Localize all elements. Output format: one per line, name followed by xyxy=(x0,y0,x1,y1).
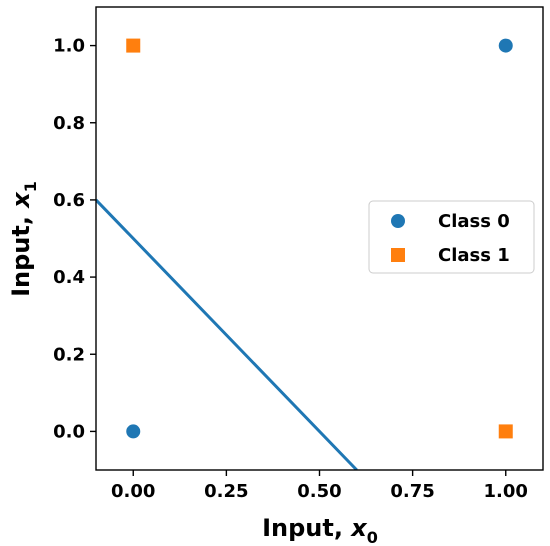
x-axis-label: Input, x0 xyxy=(262,514,378,546)
legend-marker xyxy=(391,248,405,262)
x-axis-label-text: Input, xyxy=(262,514,351,542)
legend-marker xyxy=(391,214,405,228)
point-class-1 xyxy=(126,38,141,53)
x-axis-label-var: x xyxy=(350,514,368,542)
x-tick-label: 0.75 xyxy=(390,481,434,502)
y-axis-label-text: Input, xyxy=(7,208,35,297)
y-axis-label: Input, x1 xyxy=(7,181,40,297)
point-class-1 xyxy=(498,424,513,439)
x-tick-label: 0.00 xyxy=(111,481,155,502)
y-tick-label: 0.2 xyxy=(53,344,85,365)
legend-label: Class 1 xyxy=(438,245,510,266)
x-axis-label-sub: 0 xyxy=(367,528,378,546)
y-tick-label: 0.8 xyxy=(53,113,85,134)
y-axis-label-var: x xyxy=(7,191,35,209)
x-tick-label: 0.25 xyxy=(204,481,248,502)
y-axis-label-sub: 1 xyxy=(21,181,40,192)
legend: Class 0 Class 1 xyxy=(368,200,535,274)
y-tick-label: 0.0 xyxy=(53,421,85,442)
x-tick-label: 1.00 xyxy=(484,481,528,502)
boundary-line xyxy=(96,198,358,470)
legend-box xyxy=(368,200,535,274)
point-class-0 xyxy=(498,38,513,53)
y-tick-label: 0.6 xyxy=(53,190,85,211)
x-tick-label: 0.50 xyxy=(297,481,341,502)
y-tick-label: 0.4 xyxy=(53,267,85,288)
point-class-0 xyxy=(126,424,141,439)
legend-label: Class 0 xyxy=(438,211,510,232)
y-tick-label: 1.0 xyxy=(53,36,85,57)
